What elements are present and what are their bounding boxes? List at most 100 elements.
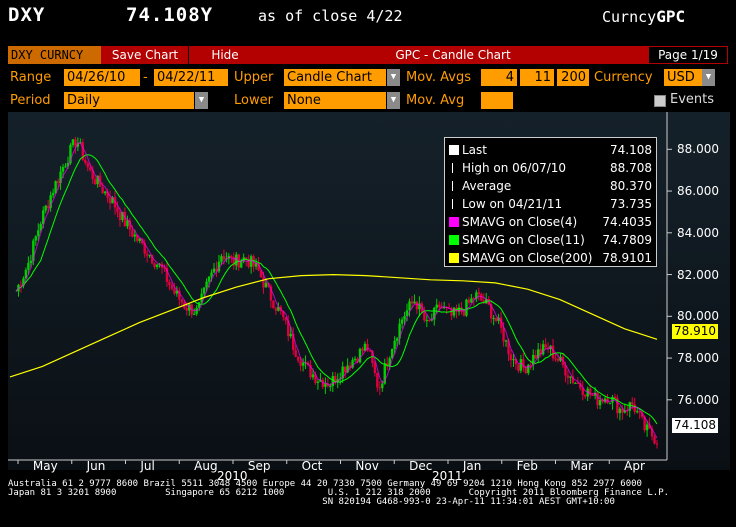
candle-body (329, 386, 332, 388)
candle-body (301, 362, 305, 366)
period-dropdown-icon[interactable]: ▼ (195, 92, 208, 109)
candle-body (433, 307, 436, 320)
candle-body (113, 197, 117, 208)
candle-body (447, 308, 451, 310)
candle-body (489, 304, 493, 319)
candle-body (368, 350, 372, 352)
period-select[interactable]: Daily (64, 92, 194, 109)
function-toolbar: DXY CURNCY Save Chart Hide GPC - Candle … (8, 46, 728, 64)
candle-body (138, 238, 141, 241)
events-checkbox[interactable] (654, 95, 666, 107)
range-separator: - (143, 70, 148, 85)
candle-body (254, 263, 258, 267)
candle-body (264, 282, 268, 288)
candle-body (59, 171, 62, 184)
candle-body (249, 256, 253, 267)
candle-body (541, 344, 545, 355)
candle-body (37, 230, 40, 237)
lower-dropdown-icon[interactable]: ▼ (387, 92, 400, 109)
mov-avg-2-input[interactable]: 11 (520, 69, 554, 86)
x-year-label: 2011 (432, 469, 463, 483)
candle-body (192, 313, 196, 315)
candle-body (259, 270, 263, 278)
candle-body (457, 307, 461, 312)
candle-body (576, 382, 580, 384)
currency-select[interactable]: USD (664, 69, 702, 86)
candle-body (356, 358, 359, 363)
candle-body (311, 374, 315, 378)
candle-body (269, 286, 273, 301)
candle-body (212, 268, 216, 273)
candle-body (440, 307, 443, 309)
legend-label: High on 06/07/10 (462, 161, 567, 175)
candle-body (628, 402, 631, 411)
candle-body (363, 343, 367, 351)
x-month-label: Apr (624, 459, 645, 473)
candle-body (556, 358, 560, 361)
candle-body (155, 264, 159, 268)
x-month-label: Sep (247, 459, 271, 473)
candle-body (480, 294, 483, 301)
upper-dropdown-icon[interactable]: ▼ (387, 69, 400, 86)
legend-value: 74.7809 (602, 233, 652, 247)
candle-body (532, 354, 535, 365)
candle-body (319, 379, 322, 382)
footer-line-1: Australia 61 2 9777 8600 Brazil 5511 304… (8, 479, 642, 489)
legend-row: High on 06/07/10 (449, 159, 566, 177)
y-tick-label: 82.000 (677, 267, 719, 282)
candle-body (551, 345, 555, 359)
candle-body (358, 348, 362, 363)
hide-button[interactable]: Hide (211, 48, 239, 62)
candle-body (262, 277, 265, 288)
candle-body (584, 394, 587, 397)
save-chart-button[interactable]: Save Chart (102, 46, 189, 64)
x-month-label: Jul (140, 459, 155, 473)
range-end-input[interactable]: 04/22/11 (154, 69, 228, 86)
candle-body (289, 333, 292, 337)
candle-body (475, 292, 478, 300)
candle-body (504, 340, 508, 342)
mov-avg-1-input[interactable]: 4 (481, 69, 517, 86)
candle-body (173, 288, 176, 294)
currency-dropdown-icon[interactable]: ▼ (702, 69, 715, 86)
candle-body (636, 411, 639, 413)
candle-body (366, 343, 369, 351)
candle-body (331, 376, 334, 387)
mov-avg-3-input[interactable]: 200 (557, 69, 589, 86)
candle-body (386, 363, 389, 367)
chart-legend: Last 74.108 High on 06/07/10 88.708 Average 8… (444, 137, 657, 267)
candle-body (42, 210, 45, 225)
candle-body (220, 256, 223, 262)
candle-body (499, 317, 503, 328)
candle-body (616, 398, 619, 414)
candle-body (373, 362, 377, 373)
market-sector: Curncy (602, 8, 657, 26)
x-month-label: Nov (355, 459, 379, 473)
candle-body (571, 376, 575, 384)
candle-body (143, 243, 146, 254)
security-field[interactable]: DXY CURNCY (8, 46, 101, 64)
legend-value: 88.708 (610, 161, 652, 175)
candle-body (631, 402, 634, 405)
candle-body (165, 268, 169, 282)
y-tick-label: 76.000 (677, 392, 719, 407)
candle-body (398, 323, 401, 339)
candle-body (178, 290, 181, 300)
lower-mov-avg-input[interactable] (481, 92, 513, 109)
candle-body (207, 276, 211, 282)
candle-body (108, 197, 112, 204)
candle-body (509, 354, 513, 361)
x-month-label: Jan (462, 459, 482, 473)
page-indicator[interactable]: Page 1/19 (648, 46, 728, 64)
upper-select[interactable]: Candle Chart (284, 69, 386, 86)
lower-select[interactable]: None (284, 92, 386, 109)
candle-body (89, 167, 92, 170)
candle-body (84, 159, 87, 163)
candle-body (34, 236, 37, 241)
legend-swatch (449, 145, 459, 155)
mov-avgs-label: Mov. Avgs (406, 70, 471, 85)
candle-body (376, 372, 379, 388)
candle-body (410, 301, 414, 304)
candle-body (608, 402, 612, 404)
range-start-input[interactable]: 04/26/10 (64, 69, 140, 86)
